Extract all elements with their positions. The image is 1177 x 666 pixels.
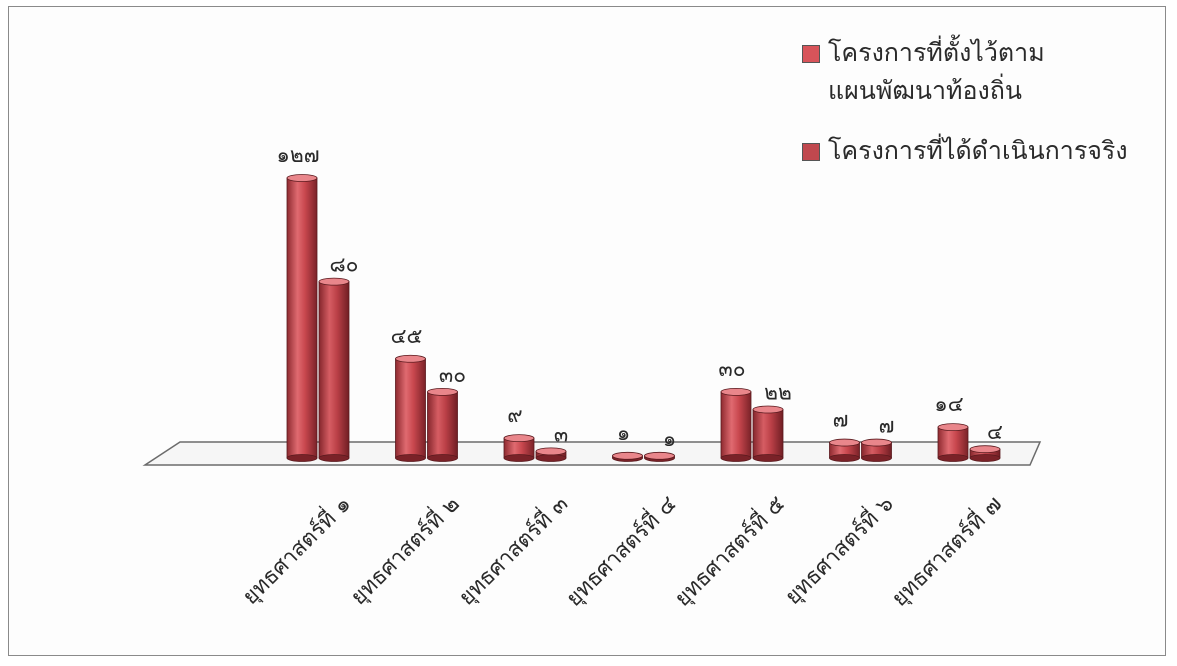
legend-label-planned-line2: แผนพัฒนาท้องถิ่น	[828, 76, 1022, 105]
category-label-5: ยุทธศาสตร์ที่ ๕	[667, 489, 790, 612]
bar-actual-4	[644, 451, 675, 462]
bar-planned-1	[286, 174, 318, 462]
legend-label-planned-line1: โครงการที่ตั้งไว้ตาม	[828, 38, 1045, 67]
category-label-1: ยุทธศาสตร์ที่ ๑	[235, 489, 356, 610]
value-label-planned-6: ๗	[833, 408, 849, 432]
value-label-actual-4: ๑	[663, 427, 676, 451]
legend-swatch-planned	[802, 45, 820, 63]
value-label-actual-5: ๒๒	[764, 380, 792, 404]
value-label-planned-4: ๑	[617, 421, 630, 445]
bar-actual-6	[861, 438, 892, 462]
value-label-planned-1: ๑๒๗	[277, 143, 320, 167]
chart-legend: โครงการที่ตั้งไว้ตาม แผนพัฒนาท้องถิ่น โค…	[800, 34, 1160, 170]
value-label-planned-5: ๓๐	[718, 357, 745, 381]
category-label-6: ยุทธศาสตร์ที่ ๖	[778, 489, 899, 610]
bar-planned-3	[503, 434, 535, 462]
category-label-3: ยุทธศาสตร์ที่ ๓	[451, 489, 573, 611]
category-label-4: ยุทธศาสตร์ที่ ๔	[559, 489, 682, 612]
value-label-planned-3: ๙	[507, 403, 522, 427]
bar-planned-7	[937, 423, 969, 462]
legend-label-actual: โครงการที่ได้ดำเนินการจริง	[828, 136, 1128, 165]
legend-swatch-actual	[802, 143, 820, 161]
legend-item-planned: โครงการที่ตั้งไว้ตาม แผนพัฒนาท้องถิ่น	[800, 34, 1160, 110]
value-label-planned-7: ๑๔	[934, 392, 963, 416]
bar-actual-5	[752, 405, 784, 462]
value-label-actual-7: ๔	[987, 420, 1003, 444]
value-label-actual-2: ๓๐	[439, 363, 466, 387]
value-label-actual-3: ๓	[554, 422, 568, 446]
chart-frame	[8, 6, 1166, 656]
bar-actual-3	[535, 447, 567, 462]
chart-floor	[142, 441, 1042, 466]
bar-actual-7	[969, 445, 1001, 462]
value-label-planned-2: ๔๕	[391, 324, 423, 348]
bar-planned-5	[720, 387, 752, 462]
bar-planned-4	[612, 451, 643, 462]
bar-actual-2	[427, 387, 458, 462]
value-label-actual-1: ๘๐	[329, 253, 358, 277]
bar-actual-1	[318, 277, 350, 462]
bar-planned-6	[829, 438, 860, 462]
bar-planned-2	[395, 354, 426, 462]
legend-item-actual: โครงการที่ได้ดำเนินการจริง	[800, 132, 1160, 170]
category-label-2: ยุทธศาสตร์ที่ ๒	[343, 489, 464, 610]
value-label-actual-6: ๗	[879, 414, 895, 438]
category-label-7: ยุทธศาสตร์ที่ ๗	[884, 489, 1007, 612]
